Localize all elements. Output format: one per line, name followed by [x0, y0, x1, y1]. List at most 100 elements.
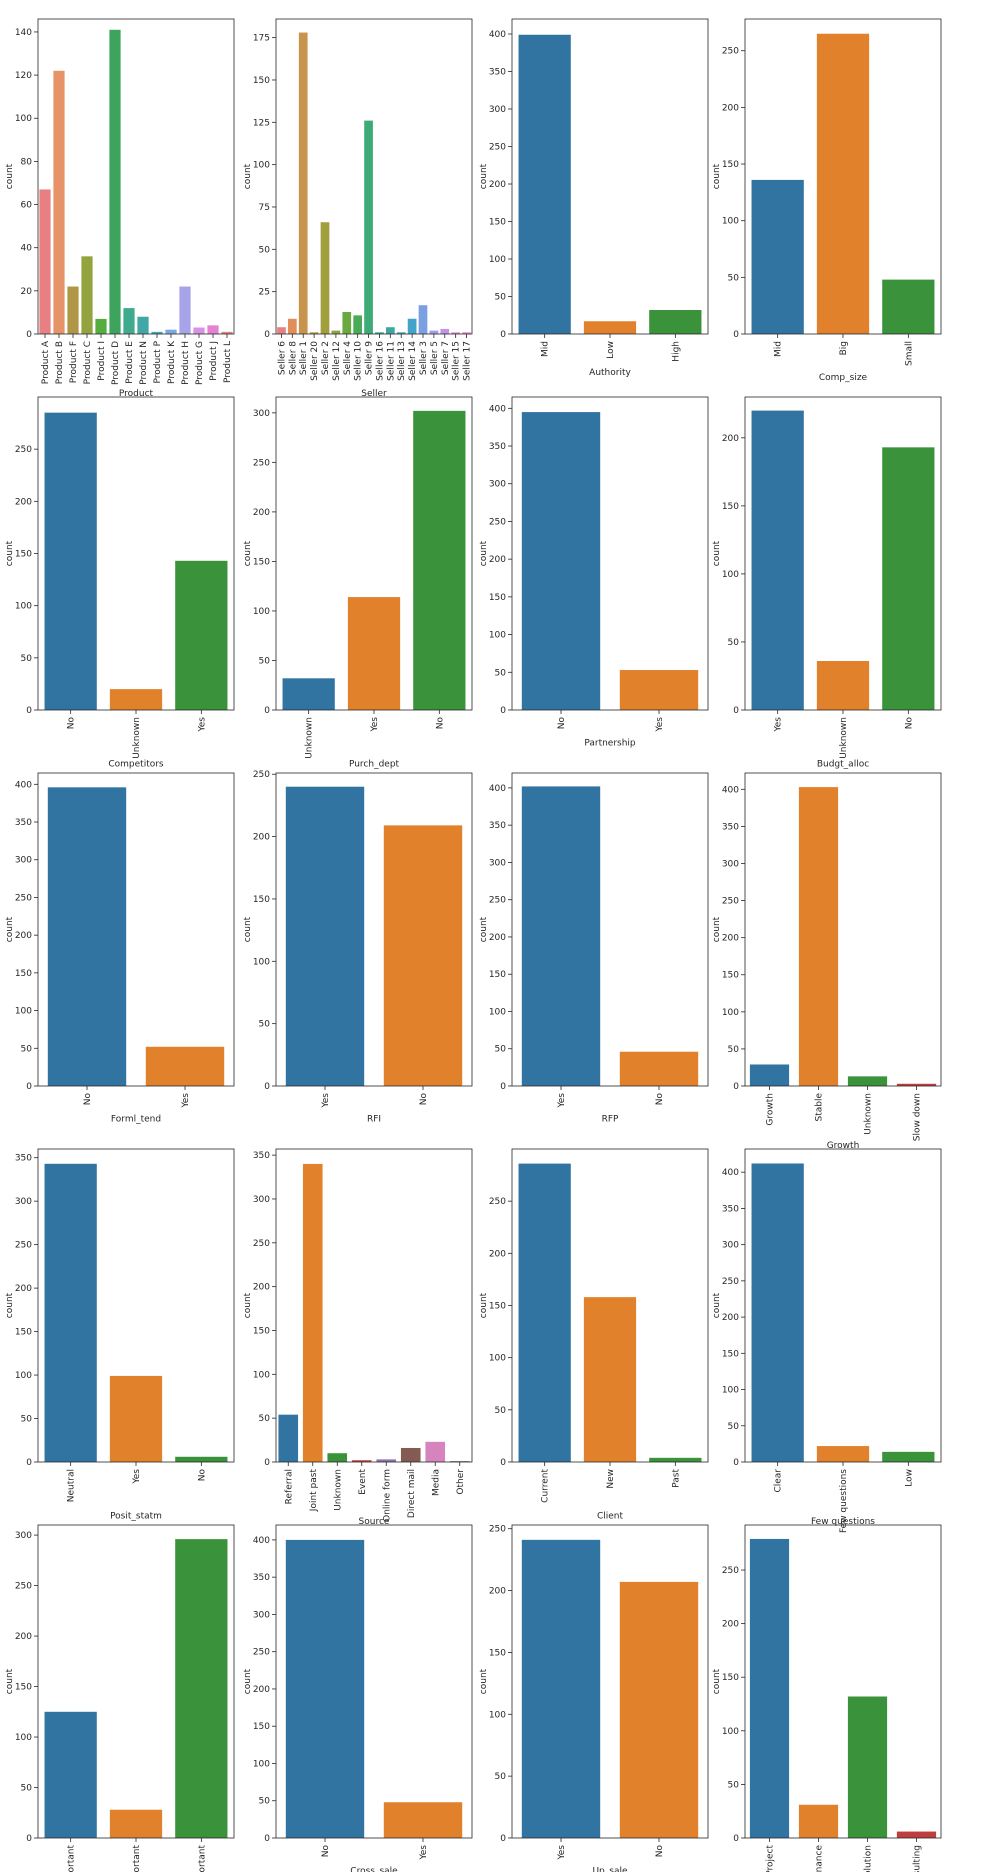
y-tick-label: 250 [722, 1277, 739, 1287]
y-tick-label: 50 [21, 1784, 33, 1794]
x-tick-label: Other [456, 1469, 466, 1495]
chart-1: 0 20 40 60 80 100 120 140 Product A Product B Prod… [5, 18, 235, 399]
y-tick-label: 0 [26, 1082, 32, 1092]
bar [418, 305, 428, 334]
y-tick-label: 100 [15, 1733, 32, 1743]
y-tick-label: 250 [15, 893, 32, 903]
bar [385, 327, 395, 334]
x-tick-label: Yes [197, 717, 207, 733]
x-tick-label: Average important [197, 1845, 207, 1872]
y-axis-label: count [243, 1292, 253, 1318]
y-tick-label: 50 [728, 638, 740, 648]
y-tick-label: 150 [489, 593, 506, 603]
y-tick-label: 250 [489, 517, 506, 527]
bar [429, 330, 439, 334]
y-tick-label: 250 [489, 143, 506, 153]
y-tick-label: 300 [253, 409, 270, 419]
bar [302, 1163, 323, 1462]
y-tick-label: 50 [259, 1797, 271, 1807]
y-tick-label: 0 [264, 330, 270, 340]
plot-frame [511, 1524, 709, 1839]
y-tick-label: 250 [253, 1239, 270, 1249]
x-tick-label: No [904, 717, 914, 730]
bar [375, 332, 384, 334]
y-tick-label: 250 [722, 1566, 739, 1576]
bar [583, 321, 637, 334]
x-axis-label: Client [597, 1512, 624, 1522]
bar [816, 33, 870, 334]
x-tick-label: Yes [655, 717, 665, 733]
bar [396, 332, 406, 334]
x-tick-label: No [435, 717, 445, 730]
bar [383, 825, 463, 1086]
chart-18: 0 50 100 150 200 250 300 350 400 No Yes count Cross_… [243, 1524, 473, 1872]
bar [95, 318, 107, 334]
y-tick-label: 250 [489, 896, 506, 906]
x-tick-label: Seller 9 [365, 341, 375, 375]
x-tick-label: Product P [153, 340, 163, 383]
y-tick-label: 150 [253, 557, 270, 567]
bar [749, 1538, 790, 1838]
y-tick-label: 0 [500, 706, 506, 716]
y-tick-label: 0 [733, 1834, 739, 1844]
y-tick-label: 50 [495, 293, 507, 303]
y-tick-label: 200 [722, 103, 739, 113]
y-tick-label: 350 [253, 1573, 270, 1583]
bar [896, 1831, 937, 1838]
x-axis-label: RFI [367, 1115, 381, 1125]
bar [521, 412, 601, 710]
y-tick-label: 250 [253, 458, 270, 468]
y-tick-label: 50 [259, 1020, 271, 1030]
plot-frame [511, 396, 709, 711]
y-tick-label: 350 [15, 818, 32, 828]
chart-3: 0 50 100 150 200 250 300 350 400 Mid Low High count A… [479, 18, 709, 378]
y-tick-label: 350 [253, 1151, 270, 1161]
bar [53, 70, 65, 334]
bar [798, 787, 839, 1086]
x-tick-label: Maintenance [815, 1845, 825, 1872]
x-tick-label: Unknown [305, 717, 315, 759]
x-tick-label: Product C [83, 341, 93, 384]
y-tick-label: 300 [15, 1531, 32, 1541]
bar [462, 332, 471, 334]
y-tick-label: 200 [253, 1685, 270, 1695]
chart-19: 0 50 100 150 200 250 Yes No count Up_sale [479, 1524, 709, 1872]
bar [798, 1804, 839, 1838]
plot-frame [37, 18, 235, 335]
bar [518, 1163, 571, 1462]
plot-frame [744, 18, 942, 335]
y-tick-label: 250 [489, 1197, 506, 1207]
x-axis-label: Partnership [584, 739, 636, 749]
y-tick-label: 0 [733, 330, 739, 340]
x-tick-label: Seller 2 [321, 341, 331, 375]
bar [619, 1051, 699, 1086]
bar [145, 1046, 225, 1086]
bar [816, 661, 870, 710]
x-tick-label: Small [904, 341, 914, 366]
x-tick-label: Referral [284, 1469, 294, 1504]
bar [282, 678, 335, 710]
bar [179, 286, 191, 334]
y-tick-label: 100 [489, 1354, 506, 1364]
x-tick-label: Unknown [333, 1469, 343, 1511]
x-axis-label: Seller [361, 389, 387, 399]
x-axis-label: Cross_sale [350, 1867, 398, 1872]
y-tick-label: 50 [495, 1772, 507, 1782]
y-tick-label: 100 [722, 217, 739, 227]
bar [44, 412, 97, 710]
y-tick-label: 0 [26, 1458, 32, 1468]
x-tick-label: Event [358, 1469, 368, 1495]
plot-frame [744, 1148, 942, 1463]
y-tick-label: 400 [722, 1168, 739, 1178]
x-tick-label: Growth [766, 1093, 776, 1126]
x-tick-label: Slow down [913, 1093, 923, 1141]
bar [521, 786, 601, 1086]
x-tick-label: Seller 20 [310, 341, 320, 381]
y-axis-label: count [712, 916, 722, 942]
y-tick-label: 150 [15, 969, 32, 979]
plot-frame [275, 396, 473, 711]
x-tick-label: New [606, 1469, 616, 1489]
bar [67, 286, 79, 334]
x-tick-label: Yes [370, 717, 380, 733]
bar [882, 447, 935, 710]
